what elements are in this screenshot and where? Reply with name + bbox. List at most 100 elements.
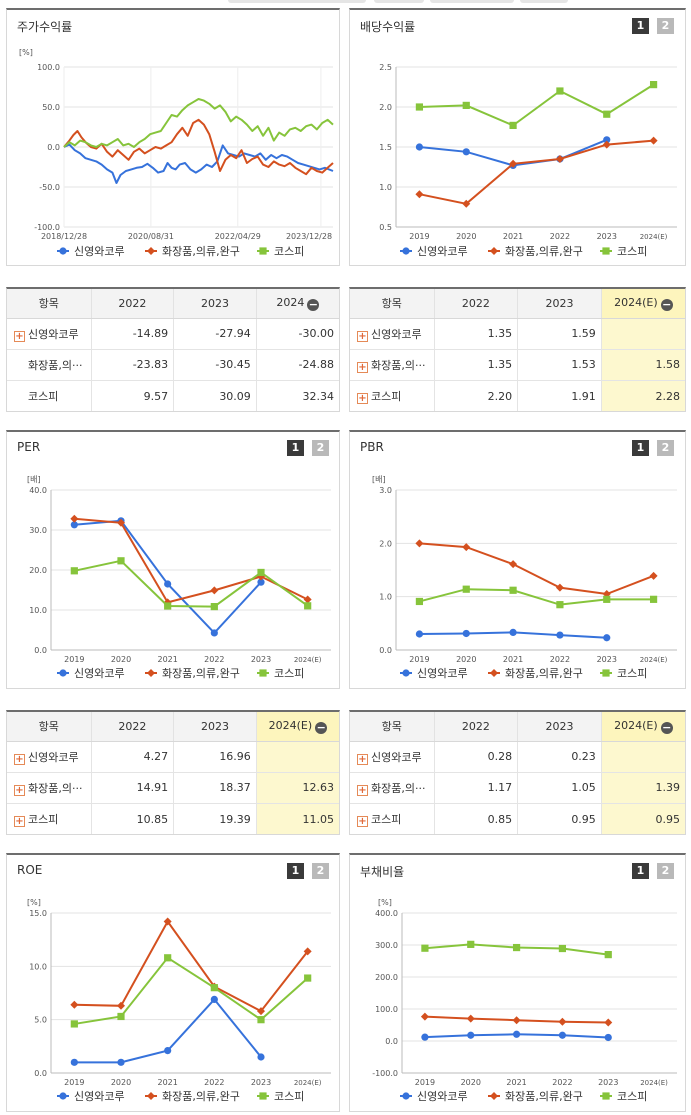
row-label: 코스피 [371, 390, 402, 404]
x-tick-label: 2020 [111, 655, 131, 664]
expand-icon[interactable]: + [357, 393, 368, 405]
x-tick-label: 2021 [157, 1078, 177, 1087]
data-point [164, 1047, 172, 1055]
row-label: 화장품,의··· [371, 781, 426, 795]
expand-icon[interactable]: + [14, 330, 25, 342]
page-1-button[interactable]: 1 [632, 863, 649, 879]
cell: 1.39 [600, 771, 685, 804]
data-point [466, 1014, 475, 1023]
y-unit-label: [배] [372, 475, 386, 484]
expand-icon[interactable]: + [14, 784, 25, 796]
page-2-button[interactable]: 2 [312, 863, 329, 879]
top-strip [0, 0, 691, 5]
pbr-table: 항목 2022 2023 2024(E) − + 신영와코루 0.28 0.23 +… [349, 710, 686, 835]
x-tick-label: 2024(E) [640, 1079, 668, 1087]
cell [255, 740, 339, 773]
series-line [419, 139, 654, 205]
table-row: + 신영와코루 1.35 1.59 [350, 317, 685, 350]
cell: 30.09 [173, 380, 257, 411]
cell: 12.63 [255, 771, 339, 804]
data-point [210, 603, 218, 611]
legend-marker [602, 1092, 610, 1100]
page-1-button[interactable]: 1 [287, 863, 304, 879]
expand-icon[interactable]: + [14, 816, 25, 828]
collapse-icon[interactable]: − [660, 297, 673, 311]
y-unit-label: [배] [27, 475, 41, 484]
data-point [304, 602, 312, 610]
col-header: 2022 [90, 289, 174, 319]
y-tick-label: 40.0 [29, 486, 47, 495]
expand-icon[interactable]: + [357, 753, 368, 765]
expand-icon[interactable]: + [357, 361, 368, 373]
x-tick-label: 2024(E) [294, 1079, 322, 1087]
data-point [117, 518, 125, 527]
collapse-icon[interactable]: − [660, 720, 673, 734]
expand-icon[interactable]: + [357, 816, 368, 828]
page-1-button[interactable]: 1 [287, 440, 304, 456]
data-point [257, 568, 265, 577]
data-point [603, 595, 611, 603]
x-tick-label: 2019 [64, 655, 84, 664]
y-tick-label: 10.0 [29, 962, 47, 971]
data-point [210, 629, 218, 637]
col-header: 항목 [7, 712, 91, 742]
cell: 1.35 [433, 348, 518, 381]
expand-icon[interactable]: + [357, 330, 368, 342]
data-point [462, 101, 470, 109]
row-label: 화장품,의··· [28, 781, 83, 795]
data-point [467, 1031, 475, 1039]
data-point [558, 1031, 567, 1039]
col-header: 2024− [255, 289, 339, 319]
cell [600, 317, 685, 350]
panel-title: PER [17, 440, 41, 454]
page-2-button[interactable]: 2 [657, 18, 674, 34]
y-tick-label: 50.0 [42, 103, 60, 112]
row-label: 신영와코루 [371, 327, 422, 341]
y-tick-label: -50.0 [39, 183, 60, 192]
y-tick-label: 100.0 [375, 1005, 398, 1014]
y-tick-label: 1.5 [379, 143, 392, 152]
legend-label: 코스피 [617, 1090, 647, 1103]
x-tick-label: 2018/12/28 [41, 232, 87, 241]
page-1-button[interactable]: 1 [632, 18, 649, 34]
data-point [555, 155, 564, 163]
data-point [509, 121, 517, 129]
legend-label: 화장품,의류,완구 [162, 245, 240, 258]
data-point [164, 602, 172, 610]
series-line [63, 98, 334, 148]
page-2-button[interactable]: 2 [657, 863, 674, 879]
expand-icon[interactable]: + [14, 753, 25, 765]
data-point [117, 1001, 125, 1010]
legend-marker [259, 669, 267, 677]
data-point [467, 940, 475, 948]
col-header: 항목 [350, 712, 434, 742]
data-point [415, 630, 424, 638]
table-row: + 신영와코루 0.28 0.23 [350, 740, 685, 773]
data-point [509, 586, 517, 594]
x-tick-label: 2021 [503, 232, 523, 241]
collapse-icon[interactable]: − [315, 720, 328, 734]
collapse-icon[interactable]: − [307, 297, 320, 311]
data-point [556, 631, 564, 639]
series-line [74, 919, 309, 1013]
x-tick-label: 2020 [456, 232, 476, 241]
series-line [419, 83, 655, 127]
legend-label: 화장품,의류,완구 [505, 245, 583, 258]
page-2-button[interactable]: 2 [312, 440, 329, 456]
cell: -30.00 [255, 317, 339, 350]
data-point [556, 87, 564, 95]
expand-icon[interactable]: + [357, 784, 368, 796]
series-line [419, 588, 654, 606]
page-2-button[interactable]: 2 [657, 440, 674, 456]
cell: 0.95 [600, 803, 685, 834]
cell: -30.45 [173, 348, 257, 381]
page-1-button[interactable]: 1 [632, 440, 649, 456]
x-tick-label: 2024(E) [640, 233, 668, 241]
cell: 1.53 [517, 348, 602, 381]
panel-title: PBR [360, 440, 384, 454]
x-tick-label: 2023 [251, 655, 271, 664]
data-point [70, 567, 78, 575]
col-header: 2023 [173, 712, 257, 742]
y-tick-label: 100.0 [37, 63, 60, 72]
cell: 4.27 [90, 740, 174, 773]
